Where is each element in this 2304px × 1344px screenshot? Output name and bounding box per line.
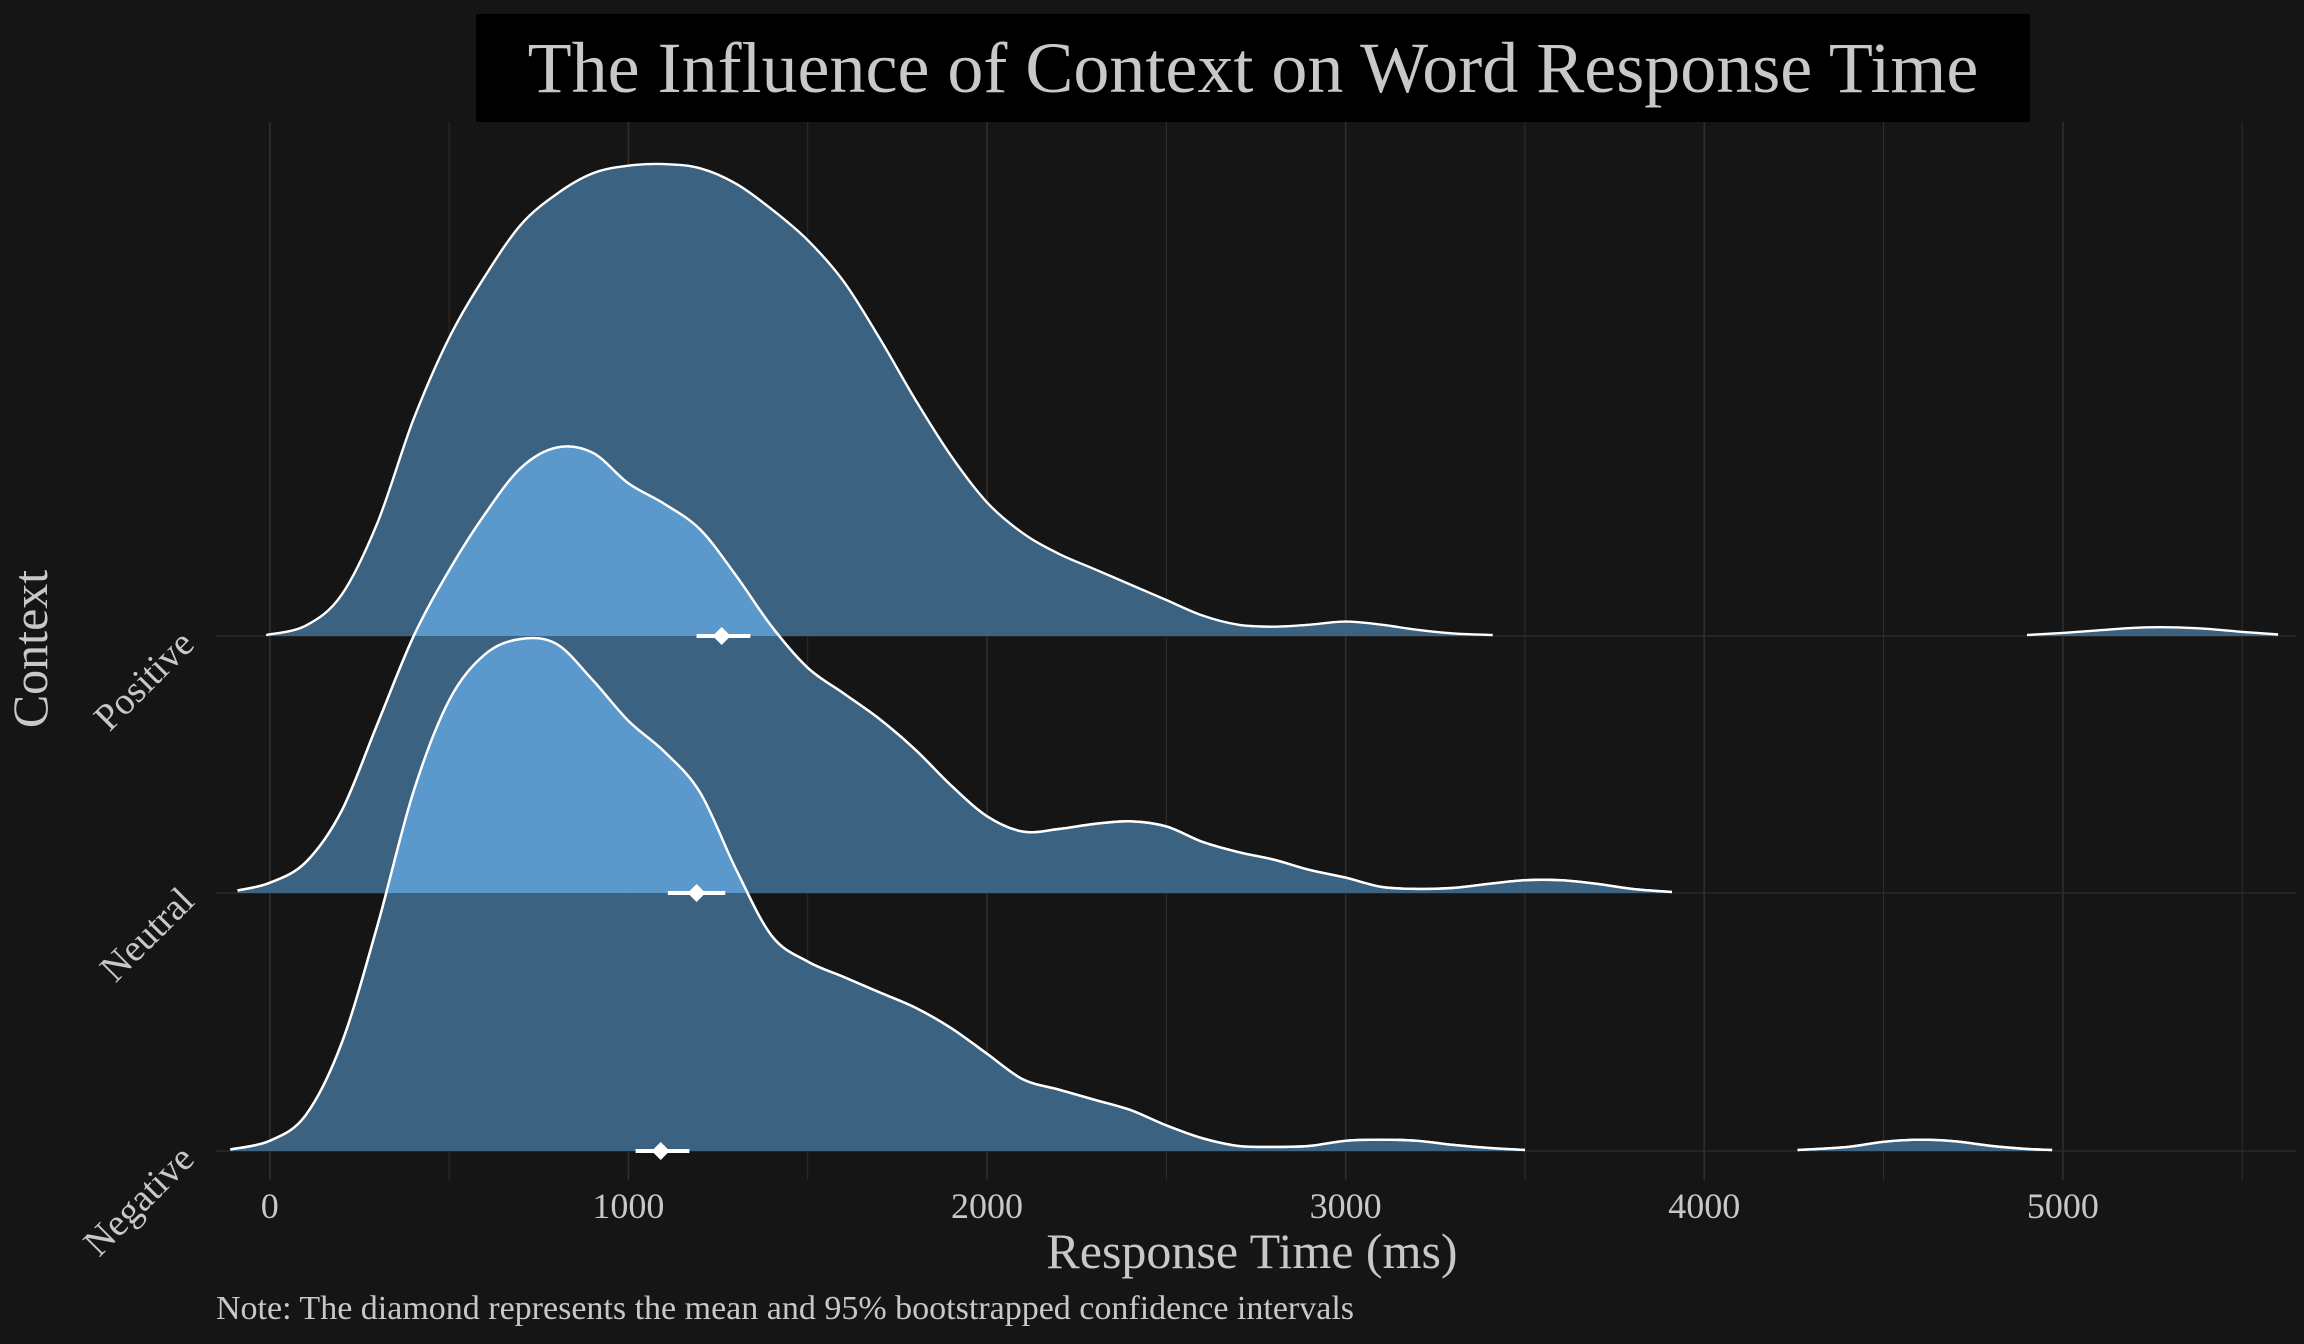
ridge-fill-negative [1797,1139,2053,1151]
ridge-outline-positive [265,162,1493,637]
y-tick-label-positive: Positive [86,623,202,739]
x-tick-label: 2000 [951,1186,1023,1226]
x-axis-title: Response Time (ms) [1046,1223,1458,1279]
mean-markers [635,627,751,1160]
x-tick-labels: 0 1000 2000 3000 4000 5000 [261,1186,2099,1226]
mean-diamond-positive [712,627,731,645]
mean-diamond-negative [651,1142,670,1160]
x-tick-label: 4000 [1668,1186,1740,1226]
ridge-overlap-neutral [266,446,1672,636]
ridge-overlap-negative [237,638,1525,893]
ridge-fill-positive [266,163,1493,636]
y-tick-label-neutral: Neutral [92,880,202,990]
ridge-outline-top-negative [1797,1138,2053,1152]
chart-note: Note: The diamond represents the mean an… [216,1290,1355,1327]
mean-diamond-neutral [687,884,706,902]
ridge-fill-positive [2027,627,2279,636]
ridge-outline-positive [2026,626,2279,637]
y-axis-title: Context [2,569,58,729]
x-tick-label: 1000 [592,1186,664,1226]
x-tick-label: 3000 [1310,1186,1382,1226]
ridge-outline-top-neutral [237,445,1673,894]
chart-title-box: The Influence of Context on Word Respons… [476,14,2030,122]
x-tick-label: 5000 [2027,1186,2099,1226]
ridges [230,162,2279,1152]
x-tick-label: 0 [261,1186,279,1226]
chart-title: The Influence of Context on Word Respons… [527,27,1979,108]
ridge-outline-top-negative [230,636,1526,1152]
